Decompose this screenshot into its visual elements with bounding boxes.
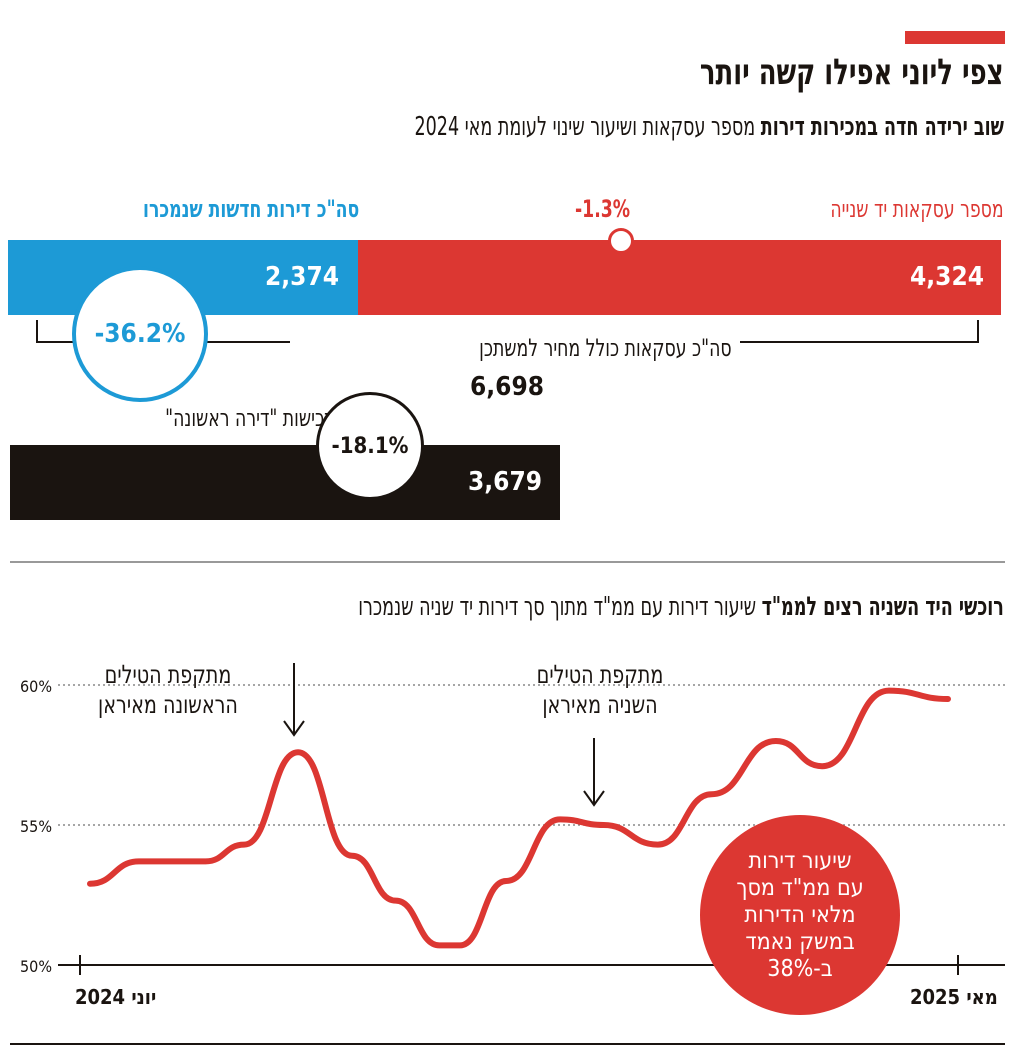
bottom-rule	[10, 1043, 1005, 1045]
total-value: 6,698	[470, 372, 544, 402]
chart-title: רוכשי היד השניה רצים לממ"ד שיעור דירות ע…	[358, 592, 1004, 622]
change-marker	[608, 228, 634, 254]
annotation-arrow	[283, 663, 305, 737]
chart-title-bold: רוכשי היד השניה רצים לממ"ד	[761, 592, 1004, 622]
callout-line: ב-38%	[767, 955, 833, 982]
annotation-first: מתקפת הטילים הראשונה מאיראן	[75, 660, 262, 720]
divider	[10, 561, 1005, 563]
y-tick-label: 55%	[20, 817, 52, 836]
page-title: צפי ליוני אפילו קשה יותר	[700, 52, 1004, 93]
new-value: 2,374	[265, 262, 339, 292]
annotation-line: מתקפת הטילים	[536, 660, 664, 689]
accent-bar	[905, 31, 1005, 44]
annotation-line: מתקפת הטילים	[104, 660, 232, 689]
callout-line: במשק נאמד	[745, 928, 855, 955]
first-home-change: -18.1%	[331, 433, 409, 459]
y-tick-label: 60%	[20, 677, 52, 696]
callout-circle: שיעור דירות עם ממ"ד מסך מלאי הדירות במשק נא…	[700, 815, 900, 1015]
first-home-change-circle: -18.1%	[316, 392, 424, 500]
x-label-end: מאי 2025	[910, 985, 998, 1009]
second-hand-value: 4,324	[910, 262, 984, 292]
second-hand-change: -1.3%	[575, 195, 631, 223]
x-label-start: יוני 2024	[75, 985, 157, 1009]
second-hand-label: מספר עסקאות יד שנייה	[830, 195, 1004, 223]
callout-line: מלאי הדירות	[744, 901, 856, 928]
annotation-second: מתקפת הטילים השניה מאיראן	[507, 660, 694, 720]
total-label: סה"כ עסקאות כולל מחיר למשתכן	[479, 334, 732, 362]
chart-subtitle: שיעור דירות עם ממ"ד מתוך סך דירות יד שני…	[358, 592, 757, 622]
new-label: סה"כ דירות חדשות שנמכרו	[142, 195, 359, 223]
bar-first-home	[10, 445, 560, 520]
new-change: -36.2%	[94, 319, 186, 349]
page-subtitle: שוב ירידה חדה במכירות דירות מספר עסקאות …	[415, 112, 1004, 142]
callout-line: עם ממ"ד מסך	[736, 874, 864, 901]
first-home-label: רכישות "דירה ראשונה"	[165, 404, 334, 432]
annotation-line: הראשונה מאיראן	[98, 690, 238, 719]
callout-line: שיעור דירות	[748, 847, 852, 874]
first-home-value: 3,679	[468, 467, 542, 497]
subtitle-rest: מספר עסקאות ושיעור שינוי לעומת מאי 2024	[414, 112, 756, 142]
annotation-line: השניה מאיראן	[542, 690, 658, 719]
y-tick-label: 50%	[20, 957, 52, 976]
bar-second-hand	[358, 240, 1001, 315]
annotation-arrow	[583, 738, 605, 807]
subtitle-bold: שוב ירידה חדה במכירות דירות	[760, 112, 1004, 142]
new-change-circle: -36.2%	[72, 266, 208, 402]
